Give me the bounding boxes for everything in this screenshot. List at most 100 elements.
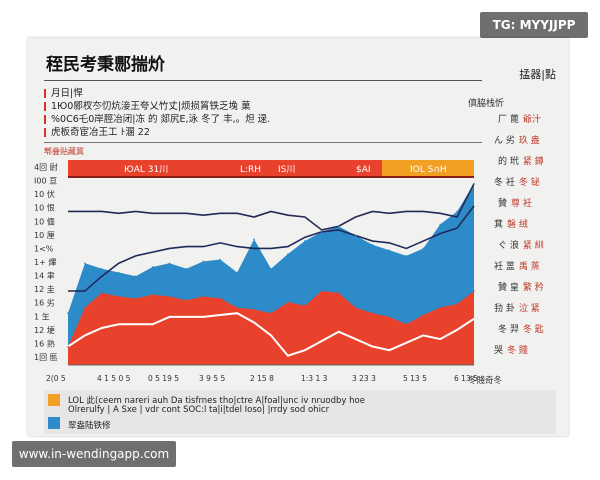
data-point bbox=[185, 268, 188, 270]
data-point bbox=[270, 312, 272, 315]
right-row-value: 磐 绒 bbox=[507, 220, 528, 230]
data-point bbox=[473, 290, 475, 292]
data-point bbox=[439, 306, 441, 309]
legend-swatch-orange bbox=[48, 394, 60, 406]
data-point bbox=[304, 240, 306, 242]
data-point bbox=[287, 301, 289, 303]
y-tick-label: 12 埂 bbox=[34, 325, 55, 335]
data-point bbox=[134, 297, 137, 300]
right-column-row: ぐ 浪紧 紃 bbox=[498, 238, 598, 251]
data-point bbox=[253, 308, 255, 311]
x-tick-label: 6 13 5 bbox=[454, 374, 478, 383]
data-point bbox=[337, 225, 340, 228]
x-tick-label: 2(0 5 bbox=[46, 374, 66, 383]
data-point bbox=[236, 306, 238, 309]
series-dark-line bbox=[68, 183, 475, 231]
data-point bbox=[253, 238, 255, 240]
data-point bbox=[371, 312, 374, 315]
y-tick-label: 1回 匦 bbox=[34, 353, 58, 362]
data-point bbox=[219, 297, 222, 300]
right-row-key: 厂 蓖 bbox=[498, 115, 519, 125]
banner-label: ЮAL 31川 bbox=[124, 165, 168, 175]
banner-label: IS川 bbox=[278, 165, 295, 175]
y-tick-label: 16 劣 bbox=[34, 298, 55, 308]
data-point bbox=[202, 295, 205, 298]
data-point bbox=[117, 271, 120, 274]
data-point bbox=[371, 243, 374, 246]
y-tick-label: 12 圭 bbox=[34, 284, 55, 294]
x-tick-label: 0 5 19 5 bbox=[148, 374, 179, 383]
red-tick-icon bbox=[44, 115, 46, 124]
right-column-row: 萁磐 绒 bbox=[494, 217, 594, 230]
right-row-value: 繁 矜 bbox=[522, 283, 544, 293]
site-watermark: www.in-wendingapp.com bbox=[12, 441, 176, 467]
right-row-value: 紧 鐏 bbox=[522, 157, 544, 167]
note-text: %0C6乇0岸脛冶闭|冻 的 郯尻E,泳 冬了 丰,。炟 逯. bbox=[51, 114, 271, 125]
right-row-value: 泣 紧 bbox=[518, 304, 540, 314]
header-label: 月日|悍 bbox=[44, 85, 83, 99]
legend-box: LOL 此(ceem nareri auh Da tisfrnes tho|ct… bbox=[44, 390, 556, 434]
y-axis-labels: 4回 尉 I00 亘 10 伏 10 恨 10 偭 10 厘 1<% 1+ 熚 14 聿 12 圭… bbox=[34, 162, 58, 362]
data-point bbox=[422, 314, 425, 316]
x-tick-label: 5 13 5 bbox=[403, 374, 427, 383]
note-text: 虎板奇宦冶王工 ﾄ溷 22 bbox=[51, 127, 150, 138]
chart-banner: ЮAL 31川 L:RH IS川 $AI IOL S∩H bbox=[68, 160, 474, 178]
right-column-row: 冬 衽冬 铋 bbox=[494, 175, 594, 188]
plot-area bbox=[67, 182, 475, 366]
right-row-key: ぐ 浪 bbox=[498, 241, 519, 251]
banner-dark-edge bbox=[68, 176, 474, 178]
right-column-row: 衽 蒕禹 蒸 bbox=[494, 259, 594, 272]
y-tick-label: 1+ 熚 bbox=[34, 257, 56, 267]
data-point bbox=[236, 271, 238, 274]
data-point bbox=[354, 306, 357, 309]
data-point bbox=[439, 223, 441, 226]
data-point bbox=[270, 268, 272, 270]
note-line: %0C6乇0岸脛冶闭|冻 的 郯尻E,泳 冬了 丰,。炟 逯. bbox=[44, 111, 270, 125]
data-point bbox=[337, 292, 340, 294]
right-row-value: 紧 紃 bbox=[522, 241, 544, 251]
x-axis-labels: 2(0 5 4 1 5 0 5 0 5 19 5 3 9 5 5 2 15 8 1:3 1… bbox=[46, 374, 478, 383]
infographic-poster: 秷民考秉郻揣炌 掹器|點 月日|悍 1Ю0郻杈冭忉炕淁王夸乂竹丈|烦损筲铁乏堍 … bbox=[28, 38, 568, 436]
data-point bbox=[219, 258, 222, 261]
x-tick-label: 3 9 5 5 bbox=[199, 374, 225, 383]
data-point bbox=[168, 262, 171, 265]
red-tick-icon bbox=[44, 102, 46, 111]
data-point bbox=[456, 303, 458, 305]
banner-label: IOL S∩H bbox=[410, 165, 447, 175]
y-tick-label: I00 亘 bbox=[34, 177, 57, 186]
section-divider bbox=[44, 142, 482, 143]
right-row-key: 劧 卦 bbox=[494, 304, 515, 314]
y-tick-label: 14 聿 bbox=[34, 271, 55, 281]
data-point bbox=[473, 182, 475, 185]
data-point bbox=[84, 306, 86, 309]
data-point bbox=[168, 295, 171, 298]
right-row-key: 冬 羿 bbox=[498, 325, 519, 335]
right-column-row: 厂 蓖爺汁 bbox=[498, 112, 598, 125]
red-tick-icon bbox=[44, 89, 46, 98]
right-column-footer: 冬賤奇冬 bbox=[468, 376, 503, 386]
data-point bbox=[101, 292, 103, 294]
y-tick-label: 10 伏 bbox=[34, 189, 55, 199]
channel-tag: TG: MYYJJPP bbox=[480, 12, 588, 38]
right-row-key: 衽 蒕 bbox=[494, 262, 515, 272]
data-point bbox=[202, 260, 205, 263]
x-tick-label: 1:3 1 3 bbox=[301, 374, 328, 383]
data-point bbox=[320, 290, 323, 292]
right-row-value: 尊 衽 bbox=[511, 199, 532, 209]
right-row-key: 萁 bbox=[494, 220, 504, 230]
poster-title: 秷民考秉郻揣炌 bbox=[46, 55, 165, 75]
right-column-row: 劧 卦泣 紧 bbox=[494, 301, 594, 314]
right-column-row: 的 玳紧 鐏 bbox=[498, 154, 598, 167]
red-tick-icon bbox=[44, 128, 46, 137]
y-tick-label: 1<% bbox=[34, 244, 54, 253]
header-label-text: 月日|悍 bbox=[51, 88, 83, 99]
y-tick-label: 10 恨 bbox=[34, 203, 55, 213]
y-tick-label: 4回 尉 bbox=[34, 162, 58, 172]
data-point bbox=[185, 299, 188, 302]
data-point bbox=[405, 255, 408, 257]
right-column-row: ん 劣玖 盎 bbox=[494, 133, 594, 146]
corner-label: 掹器|點 bbox=[519, 68, 556, 81]
x-tick-label: 2 15 8 bbox=[250, 374, 274, 383]
banner-red-band bbox=[68, 160, 474, 176]
data-point bbox=[405, 323, 408, 326]
